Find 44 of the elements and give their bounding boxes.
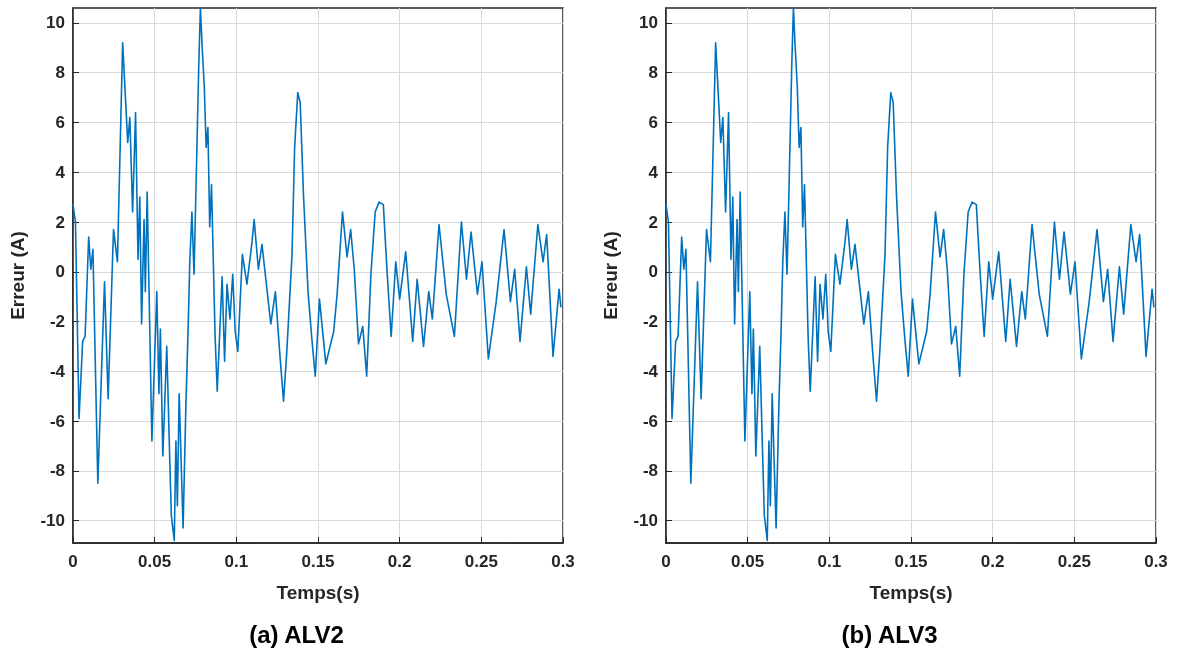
x-tick-label: 0.05 — [731, 552, 765, 571]
x-tick-label: 0.3 — [551, 552, 575, 571]
y-tick-label: 0 — [55, 262, 65, 282]
y-axis-title: Erreur (A) — [7, 231, 28, 320]
y-tick-label: 4 — [648, 162, 659, 182]
y-tick-label: 6 — [55, 112, 65, 132]
y-tick-label: 0 — [648, 262, 658, 282]
x-tick-label: 0 — [661, 552, 671, 571]
y-tick-label: -4 — [49, 361, 66, 381]
x-tick-label: 0.2 — [387, 552, 412, 571]
x-tick-label: 0.15 — [301, 552, 335, 571]
y-tick-label: -8 — [49, 461, 65, 481]
x-tick-label: 0.25 — [1057, 552, 1091, 571]
y-tick-label: 6 — [648, 112, 658, 132]
x-axis-title: Temps(s) — [276, 582, 360, 603]
x-tick-label: 0.3 — [1144, 552, 1168, 571]
y-tick-label: 10 — [639, 13, 658, 33]
x-tick-label: 0 — [68, 552, 78, 571]
x-tick-label: 0.15 — [894, 552, 928, 571]
y-tick-label: 10 — [46, 13, 65, 33]
line-series — [665, 7, 1155, 542]
x-axis-title: Temps(s) — [869, 582, 953, 603]
y-tick-label: -6 — [49, 411, 65, 431]
y-tick-label: 2 — [55, 212, 65, 232]
y-tick-label: 8 — [55, 63, 65, 83]
x-tick-label: 0.1 — [224, 552, 249, 571]
y-tick-label: 4 — [55, 162, 66, 182]
y-tick-label: -2 — [49, 312, 65, 332]
y-tick-label: -4 — [642, 361, 659, 381]
y-axis-title: Erreur (A) — [600, 231, 621, 320]
x-tick-label: 0.25 — [464, 552, 498, 571]
text: (a) ALV2 — [249, 620, 344, 648]
x-tick-label: 0.05 — [138, 552, 172, 571]
y-tick-label: 8 — [648, 63, 658, 83]
y-tick-label: -10 — [40, 511, 65, 531]
y-tick-label: -2 — [642, 312, 658, 332]
y-tick-label: -8 — [642, 461, 658, 481]
x-tick-label: 0.1 — [817, 552, 842, 571]
x-tick-label: 0.2 — [980, 552, 1005, 571]
y-tick-label: -10 — [633, 511, 658, 531]
y-tick-label: -6 — [642, 411, 658, 431]
text: (b) ALV3 — [841, 620, 938, 648]
y-tick-label: 2 — [648, 212, 658, 232]
line-series — [72, 7, 562, 542]
